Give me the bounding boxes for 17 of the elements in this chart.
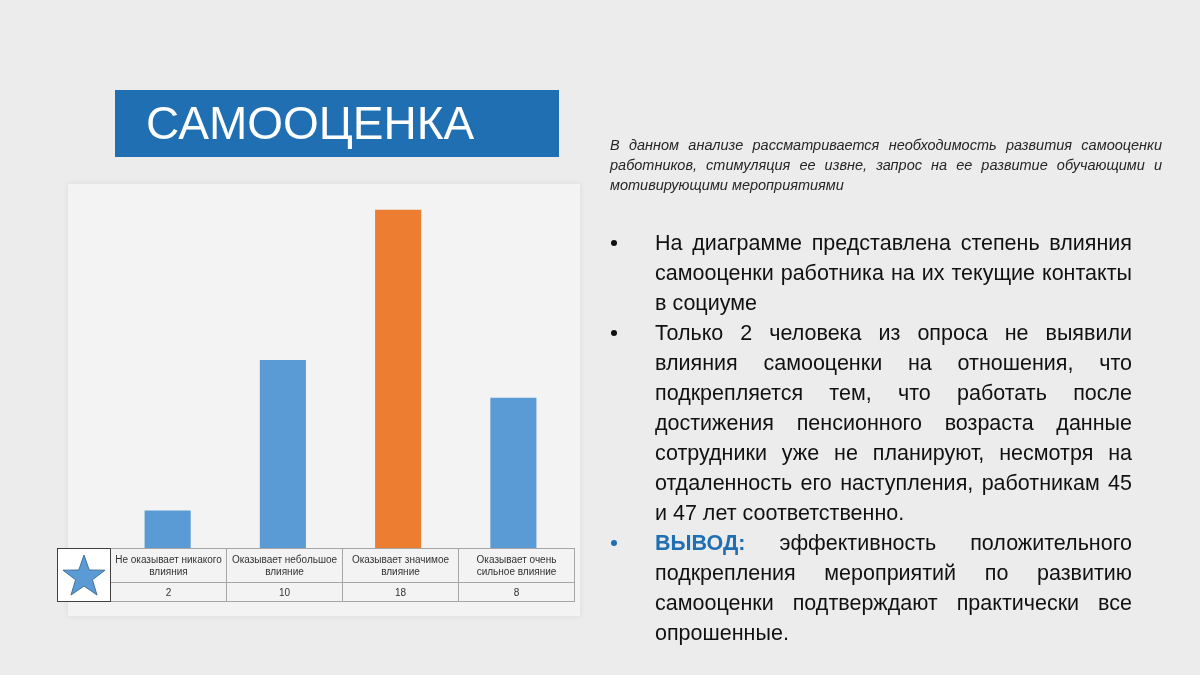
bar bbox=[259, 360, 306, 548]
bar bbox=[375, 209, 422, 548]
x-tick-label: Оказывает небольшое влияние bbox=[226, 548, 343, 583]
data-label: 8 bbox=[458, 582, 575, 602]
bar bbox=[144, 510, 191, 548]
x-tick-label: Оказывает очень сильное влияние bbox=[458, 548, 575, 583]
x-tick-label: Оказывает значимое влияние bbox=[342, 548, 459, 583]
text: Только 2 человека из опроса не выявили влияния самооценки на отношения, что подкрепляется тем, что работать после достижения пенсионного возраста данные сотрудники уже не планируют, несмотря на отдаленность его наступления, работникам 45 и 47 лет соответственно. bbox=[655, 321, 1132, 525]
text: ВЫВОД: эффективность положительного подкрепления мероприятий по развитию самооценки подтверждают практически все опрошенные. bbox=[655, 531, 1132, 645]
text: На диаграмме представлена степень влияния самооценки работника на их текущие контакты в социуме bbox=[655, 231, 1132, 315]
x-tick-label: Не оказывает никакого влияния bbox=[110, 548, 227, 583]
bar bbox=[490, 397, 537, 548]
data-label: 10 bbox=[226, 582, 343, 602]
data-label: 2 bbox=[110, 582, 227, 602]
text: В данном анализе рассматривается необходимость развития самооценки работников, стимуляция ее извне, запрос на ее развитие обучающими и мотивирующими мероприятиями bbox=[610, 136, 1162, 195]
chart-title: САМООЦЕНКА bbox=[146, 97, 475, 149]
data-label: 18 bbox=[342, 582, 459, 602]
